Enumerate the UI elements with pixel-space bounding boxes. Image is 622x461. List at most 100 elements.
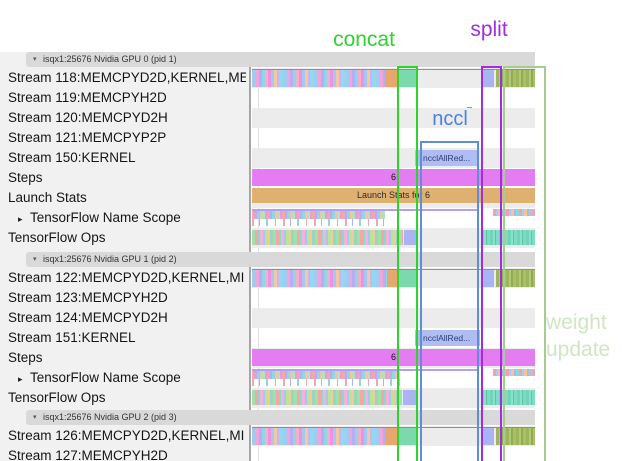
timeline-event-tealStripes[interactable]	[481, 390, 535, 405]
timeline-event-periwinkle2[interactable]	[403, 390, 418, 405]
timeline-event-stripesOps[interactable]	[252, 390, 402, 405]
track-label: Stream 119:MEMCPYH2D	[0, 88, 246, 108]
track-label: TensorFlow Ops	[0, 388, 246, 408]
track-row	[0, 68, 622, 88]
track-label: Stream 120:MEMCPYD2H	[0, 108, 246, 128]
track-row	[0, 68, 622, 88]
timeline-event-olive[interactable]	[496, 270, 535, 287]
timeline-event-orange[interactable]	[385, 70, 398, 87]
gpu-section-header[interactable]: ▾ isqx1:25676 Nvidia GPU 0 (pid 1)	[26, 52, 535, 67]
track-label: Stream 123:MEMCPYH2D	[0, 288, 246, 308]
track-row	[0, 228, 622, 248]
track-row	[0, 208, 622, 228]
timeline-event-steps[interactable]: 6	[252, 349, 535, 366]
timeline-event-stripesOps[interactable]	[252, 230, 403, 245]
track-label: Stream 121:MEMCPYP2P	[0, 128, 246, 148]
timeline-event-orange[interactable]	[385, 428, 400, 445]
timeline-event-periwinkle[interactable]	[483, 428, 494, 445]
timeline-event-stripesA[interactable]	[252, 428, 385, 445]
track-label-text: Stream 150:KERNEL	[8, 150, 136, 165]
timeline-event-orange[interactable]	[387, 270, 398, 287]
timeline-event-ncclbar[interactable]: ncclAllRed...	[415, 150, 479, 166]
track-row: Launch Stats for 6	[0, 188, 622, 208]
timeline-event-stripesA[interactable]	[252, 270, 387, 287]
track-row	[0, 426, 622, 446]
split-annotation-label: split	[470, 18, 508, 41]
timeline-event-teal[interactable]	[398, 70, 416, 87]
track-row	[0, 268, 622, 288]
track-label-text: Launch Stats	[8, 190, 87, 205]
track-row: ncclAllRed...	[0, 328, 622, 348]
timeline-event-teal[interactable]	[400, 428, 417, 445]
timeline-event-steps[interactable]: 6	[252, 169, 535, 186]
track-label: Steps	[0, 168, 246, 188]
track-row: 6	[0, 348, 622, 368]
timeline-event-stripesA[interactable]	[252, 70, 385, 87]
track-row	[0, 268, 622, 288]
timeline-event-rightbars[interactable]	[493, 369, 535, 376]
track-label-text: TensorFlow Ops	[8, 230, 106, 245]
track-label: ▸ TensorFlow Name Scope	[0, 368, 246, 388]
timeline-event-tealStripes[interactable]	[481, 230, 535, 245]
track-label-text: Stream 151:KERNEL	[8, 330, 136, 345]
track-label-text: Stream 126:MEMCPYD2D,KERNEL,MI	[8, 428, 245, 443]
track-label-text: Stream 118:MEMCPYD2D,KERNEL,ME	[8, 70, 246, 85]
timeline-event-periwinkle2[interactable]	[404, 230, 417, 245]
track-label: Stream 126:MEMCPYD2D,KERNEL,MI	[0, 426, 246, 446]
timeline-event-lavline[interactable]	[252, 369, 477, 371]
concat-annotation-label: concat	[333, 28, 395, 51]
collapse-icon: ▾	[33, 56, 37, 63]
weight-update-annotation-label: weight update	[546, 311, 611, 361]
track-row: 6	[0, 168, 622, 188]
timeline-event-icicle[interactable]	[252, 211, 385, 226]
timeline-event-rightbars[interactable]	[493, 209, 535, 216]
track-row	[0, 426, 622, 446]
timeline-event-topline[interactable]	[252, 427, 535, 428]
gpu-section-title: isqx1:25676 Nvidia GPU 2 (pid 3)	[43, 412, 177, 422]
expand-icon[interactable]: ▸	[18, 214, 23, 224]
nccl-annotation-label: nccl	[432, 108, 468, 130]
track-label: Stream 127:MEMCPYH2D	[0, 446, 246, 461]
gpu-section-header[interactable]: ▾ isqx1:25676 Nvidia GPU 1 (pid 2)	[26, 252, 535, 267]
timeline-event-topline[interactable]	[252, 269, 535, 270]
timeline-event-periwinkle[interactable]	[483, 270, 494, 287]
track-row	[0, 426, 622, 446]
track-label: Stream 150:KERNEL	[0, 148, 246, 168]
track-label-text: Steps	[8, 350, 43, 365]
timeline-event-olive[interactable]	[496, 428, 535, 445]
track-label: TensorFlow Ops	[0, 228, 246, 248]
track-row	[0, 268, 622, 288]
gpu-section-header[interactable]: ▾ isqx1:25676 Nvidia GPU 2 (pid 3)	[26, 410, 535, 425]
timeline-event-teal[interactable]	[398, 270, 417, 287]
collapse-icon: ▾	[33, 256, 37, 263]
track-label: Stream 118:MEMCPYD2D,KERNEL,ME	[0, 68, 246, 88]
track-row	[0, 388, 622, 408]
track-row	[0, 68, 622, 88]
track-row	[0, 368, 622, 388]
track-row	[0, 68, 622, 88]
timeline-event-lavline[interactable]	[252, 209, 477, 211]
track-row	[0, 228, 622, 248]
track-label-text: Stream 119:MEMCPYH2D	[8, 90, 167, 105]
track-row	[0, 268, 622, 288]
track-label: Launch Stats	[0, 188, 246, 208]
track-label-text: Stream 122:MEMCPYD2D,KERNEL,MI	[8, 270, 245, 285]
timeline-event-topline[interactable]	[252, 69, 535, 70]
timeline-event-ncclbar[interactable]: ncclAllRed...	[415, 330, 480, 346]
track-label: Stream 124:MEMCPYD2H	[0, 308, 246, 328]
expand-icon[interactable]: ▸	[18, 374, 23, 384]
track-row: ncclAllRed...	[0, 148, 622, 168]
track-row	[0, 228, 622, 248]
track-row	[0, 208, 622, 228]
timeline-event-launch[interactable]: Launch Stats for 6	[252, 188, 535, 203]
timeline-event-icicle[interactable]	[252, 371, 400, 386]
track-row	[0, 426, 622, 446]
timeline-event-olive[interactable]	[496, 70, 535, 87]
timeline-event-periwinkle[interactable]	[483, 70, 494, 87]
track-row	[0, 368, 622, 388]
gpu-section-title: isqx1:25676 Nvidia GPU 1 (pid 2)	[43, 254, 177, 264]
weight-update-highlight-box	[503, 66, 546, 461]
concat-highlight-box	[397, 66, 418, 461]
track-label-text: Stream 120:MEMCPYD2H	[8, 110, 168, 125]
track-row	[0, 268, 622, 288]
